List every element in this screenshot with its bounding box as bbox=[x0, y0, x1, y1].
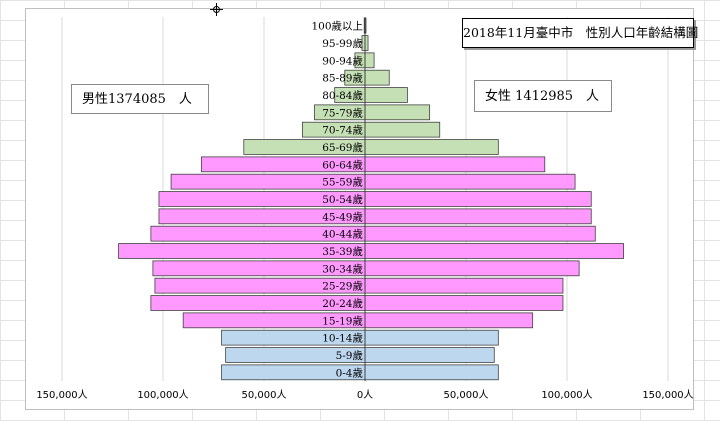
bar-female-45-49歲 bbox=[364, 208, 592, 225]
female-total-label[interactable]: 女性 1412985 人 bbox=[474, 80, 612, 112]
category-label: 100歲以上 bbox=[311, 20, 363, 33]
category-label: 80-84歲 bbox=[322, 89, 363, 102]
bar-female-15-19歲 bbox=[364, 312, 534, 329]
category-label: 95-99歲 bbox=[322, 37, 363, 50]
bar-female-25-29歲 bbox=[364, 277, 564, 294]
category-label: 20-24歲 bbox=[322, 297, 363, 310]
category-label: 30-34歲 bbox=[322, 262, 363, 275]
x-tick-labels: 150,000人 100,000人 50,000人 0人 50,000人 100,000人… bbox=[36, 389, 693, 401]
category-label: 85-89歲 bbox=[322, 72, 363, 85]
bar-female-70-74歲 bbox=[364, 121, 441, 138]
x-tick-label: 50,000人 bbox=[242, 389, 287, 401]
x-tick-label: 100,000人 bbox=[541, 389, 592, 401]
bar-female-5-9歲 bbox=[364, 347, 495, 363]
x-tick-label: 150,000人 bbox=[642, 389, 693, 401]
category-label: 35-39歲 bbox=[322, 245, 363, 258]
bar-female-50-54歲 bbox=[364, 191, 592, 207]
bar-female-0-4歲 bbox=[364, 364, 499, 381]
category-label: 15-19歲 bbox=[322, 314, 363, 327]
bar-female-35-39歲 bbox=[364, 243, 624, 259]
male-total-label[interactable]: 男性1374085 人 bbox=[71, 84, 209, 114]
category-label: 50-54歲 bbox=[322, 193, 363, 206]
x-tick-label: 150,000人 bbox=[36, 389, 87, 401]
move-cursor-icon bbox=[210, 3, 223, 16]
bar-female-65-69歲 bbox=[364, 139, 499, 155]
category-labels: 0-4歲 5-9歲 10-14歲 15-19歲 20-24歲 25-29歲 30-34歲 35… bbox=[311, 20, 363, 380]
bar-female-55-59歲 bbox=[364, 173, 576, 190]
bar-female-85-89歲 bbox=[364, 69, 390, 86]
category-label: 55-59歲 bbox=[322, 176, 363, 189]
category-label: 25-29歲 bbox=[322, 280, 363, 293]
bar-female-60-64歲 bbox=[364, 156, 546, 173]
bar-female-30-34歲 bbox=[364, 260, 580, 277]
category-label: 75-79歲 bbox=[322, 106, 363, 119]
category-label: 60-64歲 bbox=[322, 158, 363, 171]
bar-female-40-44歲 bbox=[364, 225, 596, 242]
x-tick-label: 0人 bbox=[357, 389, 373, 401]
bar-female-90-94歲 bbox=[364, 52, 375, 69]
category-label: 0-4歲 bbox=[336, 366, 363, 379]
bar-female-20-24歲 bbox=[364, 295, 564, 311]
x-tick-label: 100,000人 bbox=[137, 389, 188, 401]
category-label: 40-44歲 bbox=[322, 228, 363, 241]
category-label: 70-74歲 bbox=[322, 124, 363, 137]
category-label: 65-69歲 bbox=[322, 141, 363, 154]
chart-title[interactable]: 2018年11月臺中市 性別人口年齡結構圖 bbox=[462, 18, 698, 48]
category-label: 5-9歲 bbox=[336, 349, 363, 362]
bar-female-80-84歲 bbox=[364, 87, 408, 103]
x-tick-label: 50,000人 bbox=[444, 389, 489, 401]
category-label: 10-14歲 bbox=[322, 332, 363, 345]
bar-female-10-14歲 bbox=[364, 329, 499, 346]
bars bbox=[118, 17, 624, 381]
bar-female-75-79歲 bbox=[364, 104, 431, 121]
category-label: 45-49歲 bbox=[322, 210, 363, 223]
category-label: 90-94歲 bbox=[322, 54, 363, 67]
